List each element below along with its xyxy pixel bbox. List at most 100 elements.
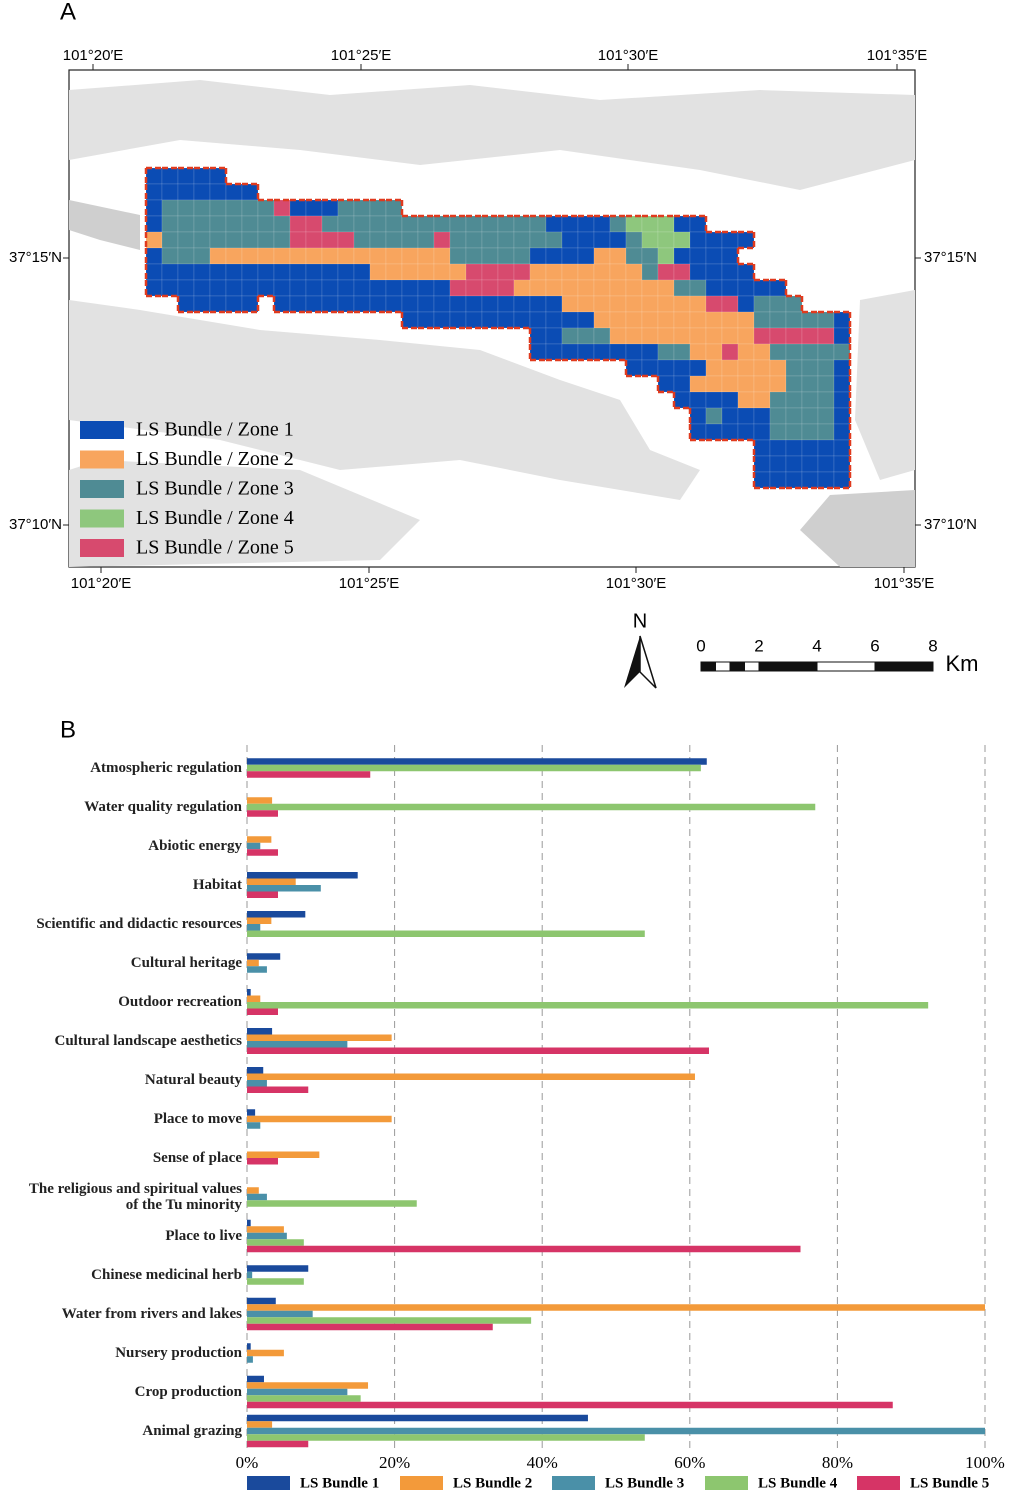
zone-cell — [689, 343, 707, 361]
zone-cell — [721, 263, 739, 281]
zone-cell — [337, 231, 355, 249]
zone-cell — [785, 423, 803, 441]
bar — [247, 1317, 532, 1324]
zone-cell — [161, 167, 179, 185]
north-arrow — [639, 635, 657, 689]
zone-cell — [641, 279, 659, 297]
zone-cell — [497, 247, 515, 265]
zone-cell — [417, 215, 435, 233]
zone-cell — [769, 295, 787, 313]
zone-cell — [785, 439, 803, 457]
bar — [247, 1239, 304, 1246]
zone-cell — [321, 247, 339, 265]
zone-cell — [689, 311, 707, 329]
zone-cell — [193, 247, 211, 265]
bar — [247, 797, 273, 804]
zone-cell — [753, 391, 771, 409]
zone-cell — [753, 327, 771, 345]
zone-cell — [609, 295, 627, 313]
zone-cell — [369, 247, 387, 265]
zone-cell — [577, 295, 595, 313]
bar — [247, 1158, 278, 1165]
x-tick-label: 60% — [674, 1453, 705, 1472]
zone-cell — [545, 343, 563, 361]
scale-tick-label: 8 — [928, 636, 937, 655]
zone-cell — [177, 295, 195, 313]
zone-cell — [657, 343, 675, 361]
zone-cell — [273, 295, 291, 313]
category-label: Outdoor recreation — [118, 994, 242, 1010]
zone-cell — [353, 295, 371, 313]
zone-cell — [721, 391, 739, 409]
zone-cell — [817, 375, 835, 393]
zone-cell — [753, 295, 771, 313]
zone-cell — [721, 311, 739, 329]
zone-cell — [609, 231, 627, 249]
zone-cell — [241, 199, 259, 217]
zone-cell — [737, 407, 755, 425]
zone-cell — [161, 183, 179, 201]
zone-cell — [737, 295, 755, 313]
bar — [247, 1109, 256, 1116]
bar — [247, 1226, 284, 1233]
scale-tick-label: 2 — [754, 636, 763, 655]
zone-cell — [801, 407, 819, 425]
zone-cell — [497, 231, 515, 249]
category-label: Abiotic energy — [148, 838, 242, 854]
zone-cell — [593, 247, 611, 265]
legend-swatch — [80, 450, 124, 469]
lat-label: 37°15′N — [924, 249, 977, 266]
zone-cell — [769, 343, 787, 361]
zone-cell — [513, 279, 531, 297]
zone-cell — [801, 423, 819, 441]
north-arrow — [624, 636, 640, 688]
zone-cell — [689, 215, 707, 233]
zone-cell — [225, 295, 243, 313]
zone-cell — [257, 247, 275, 265]
zone-cell — [561, 215, 579, 233]
zone-cell — [433, 247, 451, 265]
zone-cell — [529, 295, 547, 313]
zone-cell — [513, 295, 531, 313]
zone-cell — [769, 407, 787, 425]
zone-cell — [721, 343, 739, 361]
zone-cell — [385, 263, 403, 281]
zone-cell — [673, 247, 691, 265]
zone-cell — [385, 215, 403, 233]
lon-label: 101°20′E — [71, 575, 132, 592]
legend-label: LS Bundle / Zone 3 — [136, 478, 294, 500]
lat-label: 37°10′N — [924, 516, 977, 533]
zone-cell — [481, 231, 499, 249]
zone-cell — [273, 247, 291, 265]
zone-cell — [625, 279, 643, 297]
bar — [247, 1401, 893, 1409]
zone-cell — [529, 231, 547, 249]
zone-cell — [785, 327, 803, 345]
zone-cell — [817, 407, 835, 425]
zone-cell — [737, 231, 755, 249]
bar — [247, 758, 707, 765]
zone-cell — [801, 343, 819, 361]
zone-cell — [689, 391, 707, 409]
zone-cell — [321, 215, 339, 233]
zone-cell — [801, 311, 819, 329]
zone-cell — [577, 311, 595, 329]
zone-cell — [465, 263, 483, 281]
zone-cell — [625, 247, 643, 265]
bar — [247, 1440, 309, 1448]
scale-bar — [700, 661, 934, 672]
zone-cell — [705, 247, 723, 265]
panel-label: B — [60, 716, 76, 743]
zone-cell — [785, 359, 803, 377]
zone-cell — [241, 263, 259, 281]
zone-cell — [577, 247, 595, 265]
legend-label: LS Bundle 4 — [758, 1475, 838, 1491]
zone-cell — [625, 215, 643, 233]
zone-cell — [753, 423, 771, 441]
legend-swatch — [80, 421, 124, 439]
zone-cell — [209, 279, 227, 297]
zone-cell — [481, 295, 499, 313]
bar — [247, 878, 296, 885]
zone-cell — [433, 279, 451, 297]
zone-cell — [801, 359, 819, 377]
